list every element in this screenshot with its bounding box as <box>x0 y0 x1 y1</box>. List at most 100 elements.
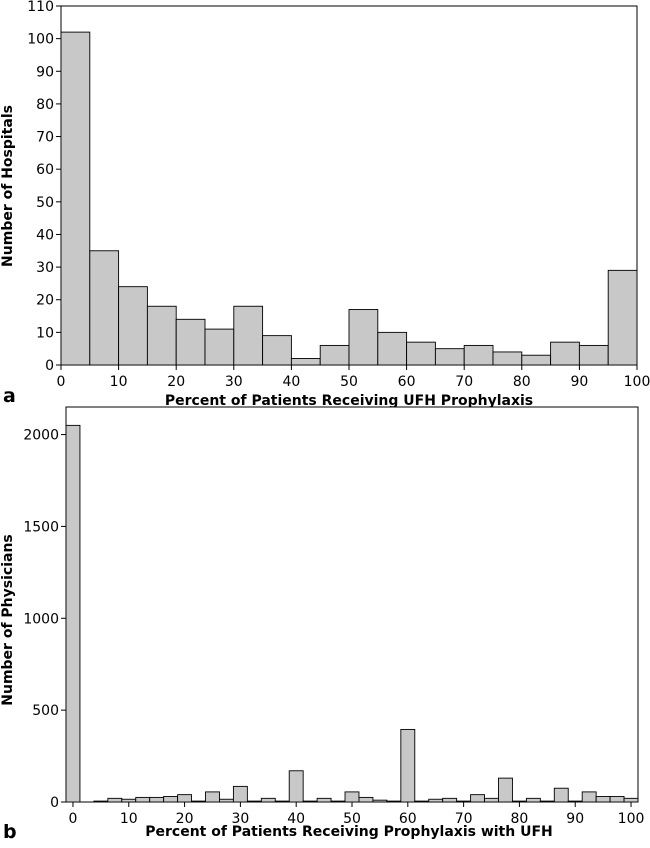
bar <box>406 341 436 366</box>
bar <box>246 800 262 803</box>
bar <box>521 354 552 366</box>
bar <box>262 335 292 366</box>
x-tick-label: 20 <box>176 811 194 827</box>
y-ticks-b: 0 500 1000 1500 2000 <box>23 428 66 811</box>
bar <box>302 800 318 803</box>
bar <box>442 797 458 803</box>
y-tick-label: 80 <box>36 97 54 113</box>
bar <box>65 424 81 803</box>
bar <box>539 800 555 803</box>
y-tick-label: 20 <box>36 293 54 309</box>
bar <box>60 31 91 366</box>
bar <box>609 796 625 803</box>
x-tick-label: 70 <box>455 811 473 827</box>
bar <box>219 798 234 803</box>
y-tick-label: 0 <box>50 795 59 811</box>
bar <box>177 794 193 803</box>
bar <box>386 800 402 803</box>
bar <box>191 800 206 803</box>
y-tick-label: 60 <box>36 162 54 178</box>
bar <box>607 269 638 366</box>
x-tick-label: 90 <box>566 811 584 827</box>
bar <box>492 351 523 366</box>
bar <box>260 797 276 803</box>
bar <box>344 791 360 803</box>
bar <box>463 344 494 366</box>
bar <box>93 800 109 803</box>
bar <box>274 800 290 803</box>
x-tick-label: 10 <box>110 374 128 390</box>
bar <box>578 344 609 366</box>
x-tick-label: 100 <box>618 811 645 827</box>
y-tick-label: 100 <box>27 32 54 48</box>
bar <box>175 318 206 366</box>
bar <box>358 796 374 803</box>
histogram-physicians: 0 10 20 30 40 50 60 70 80 90 100 0500100015002000 … <box>0 406 645 843</box>
x-tick-label: 90 <box>570 374 588 390</box>
y-tick-label: 1500 <box>23 519 59 535</box>
panel-label-b: b <box>3 821 17 843</box>
bar <box>316 797 332 803</box>
bar <box>595 796 611 803</box>
y-tick-label: 50 <box>36 195 54 211</box>
x-tick-label: 40 <box>287 811 305 827</box>
y-tick-label: 0 <box>45 358 54 374</box>
bars-a <box>60 31 638 366</box>
bar <box>348 309 379 366</box>
plot-frame-b <box>65 406 639 803</box>
bar <box>290 358 321 366</box>
bar <box>121 798 137 803</box>
bar <box>428 798 444 803</box>
bar <box>205 791 220 803</box>
bar <box>511 800 527 803</box>
x-tick-label: 50 <box>343 811 361 827</box>
x-ticks-b: 0 10 20 30 40 50 60 70 80 90 100 <box>69 802 645 827</box>
x-ticks-a: 0 10 20 30 40 50 60 70 80 90 100 <box>57 365 650 390</box>
plot-frame-a <box>60 5 638 366</box>
y-ticks-a: 0 10 20 30 40 50 60 70 80 90 100 110 <box>27 0 61 374</box>
bar <box>550 341 580 366</box>
x-tick-label: 10 <box>120 811 138 827</box>
bar <box>288 770 304 803</box>
panel-label-a: a <box>3 385 16 407</box>
x-tick-label: 70 <box>455 374 473 390</box>
x-axis-label-b: Percent of Patients Receiving Prophylaxi… <box>145 824 553 840</box>
x-tick-label: 60 <box>399 811 417 827</box>
bar <box>146 305 177 366</box>
bar <box>400 728 416 803</box>
x-tick-label: 100 <box>624 374 650 390</box>
bars-b <box>65 424 639 803</box>
y-tick-label: 90 <box>36 64 54 80</box>
x-tick-label: 50 <box>340 374 358 390</box>
bar <box>414 800 430 803</box>
x-tick-label: 80 <box>511 811 529 827</box>
x-tick-label: 0 <box>69 811 78 827</box>
bar <box>372 799 388 803</box>
x-tick-label: 0 <box>57 374 66 390</box>
x-tick-label: 40 <box>282 374 300 390</box>
bar <box>434 348 465 366</box>
bar <box>330 800 346 803</box>
x-tick-label: 30 <box>231 811 249 827</box>
bar <box>232 785 248 803</box>
bar <box>498 777 513 803</box>
bar <box>623 797 639 803</box>
y-tick-label: 2000 <box>23 428 59 444</box>
bar <box>163 796 179 803</box>
y-tick-label: 110 <box>27 0 54 15</box>
x-axis-label-a: Percent of Patients Receiving UFH Prophy… <box>165 393 533 409</box>
x-tick-label: 60 <box>398 374 416 390</box>
y-tick-label: 30 <box>36 260 54 276</box>
bar <box>377 331 408 366</box>
x-tick-label: 30 <box>225 374 243 390</box>
bar <box>204 328 235 366</box>
y-tick-label: 40 <box>36 227 54 243</box>
y-tick-label: 1000 <box>23 611 59 627</box>
y-axis-label-b: Number of Physicians <box>0 534 16 705</box>
bar <box>553 787 569 803</box>
bar <box>319 344 350 366</box>
bar <box>456 800 472 803</box>
bar <box>470 794 485 803</box>
y-tick-label: 500 <box>32 703 59 719</box>
